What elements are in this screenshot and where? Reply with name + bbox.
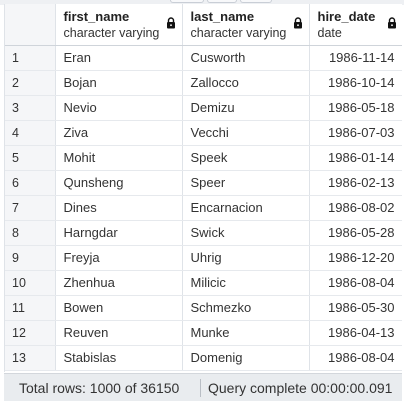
row-number-cell[interactable]: 3 [5,95,56,121]
row-number-cell[interactable]: 12 [5,320,56,346]
column-name: first_name [63,9,130,24]
column-type: character varying [63,26,160,40]
hire-date-cell[interactable]: 1986-12-20 [309,245,402,271]
table-row[interactable]: 9 Freyja Uhrig 1986-12-20 [5,245,402,271]
row-number-cell[interactable]: 9 [5,245,56,271]
toolbar-button-edge[interactable] [240,0,272,3]
first-name-cell[interactable]: Bojan [55,70,183,96]
table-row[interactable]: 6 Qunsheng Speer 1986-02-13 [5,170,402,196]
row-number-cell[interactable]: 5 [5,145,56,171]
hire-date-cell[interactable]: 1986-04-13 [309,320,402,346]
toolbar-button-edge[interactable] [170,0,204,3]
last-name-cell[interactable]: Cusworth [182,45,310,71]
first-name-cell[interactable]: Ziva [55,120,183,146]
last-name-cell[interactable]: Speer [182,170,310,196]
hire-date-cell[interactable]: 1986-05-30 [309,295,402,321]
last-name-cell[interactable]: Domenig [182,345,310,371]
last-name-cell[interactable]: Milicic [182,270,310,296]
table-row[interactable]: 4 Ziva Vecchi 1986-07-03 [5,120,402,146]
table-row[interactable]: 10 Zhenhua Milicic 1986-08-04 [5,270,402,296]
first-name-cell[interactable]: Eran [55,45,183,71]
row-number-cell[interactable]: 4 [5,120,56,146]
hire-date-cell[interactable]: 1986-02-13 [309,170,402,196]
row-number-cell[interactable]: 6 [5,170,56,196]
column-type: date [317,26,342,40]
column-name: hire_date [317,9,376,24]
lock-icon [166,17,175,29]
query-status: Query complete 00:00:00.091 [208,379,393,396]
row-number-header[interactable] [5,4,56,46]
last-name-cell[interactable]: Schmezko [182,295,310,321]
first-name-cell[interactable]: Bowen [55,295,183,321]
table-row[interactable]: 12 Reuven Munke 1986-04-13 [5,320,402,346]
column-name: last_name [190,9,255,24]
row-number-cell[interactable]: 8 [5,220,56,246]
status-bar: Total rows: 1000 of 36150 Query complete… [4,373,402,401]
table-row[interactable]: 5 Mohit Speek 1986-01-14 [5,145,402,171]
status-divider [200,378,201,397]
hire-date-cell[interactable]: 1986-05-18 [309,95,402,121]
hire-date-cell[interactable]: 1986-10-14 [309,70,402,96]
row-number-cell[interactable]: 7 [5,195,56,221]
first-name-cell[interactable]: Qunsheng [55,170,183,196]
first-name-cell[interactable]: Reuven [55,320,183,346]
first-name-cell[interactable]: Harngdar [55,220,183,246]
row-number-cell[interactable]: 1 [5,45,56,71]
table-row[interactable]: 7 Dines Encarnacion 1986-08-02 [5,195,402,221]
hire-date-cell[interactable]: 1986-08-04 [309,345,402,371]
last-name-cell[interactable]: Munke [182,320,310,346]
lock-icon [293,17,302,29]
toolbar-button-edge[interactable] [207,0,237,3]
hire-date-cell[interactable]: 1986-08-02 [309,195,402,221]
table-row[interactable]: 11 Bowen Schmezko 1986-05-30 [5,295,402,321]
first-name-cell[interactable]: Dines [55,195,183,221]
first-name-cell[interactable]: Mohit [55,145,183,171]
hire-date-cell[interactable]: 1986-07-03 [309,120,402,146]
last-name-cell[interactable]: Zallocco [182,70,310,96]
last-name-cell[interactable]: Demizu [182,95,310,121]
data-output-grid: first_name character varying last_name c… [4,4,402,372]
row-number-cell[interactable]: 11 [5,295,56,321]
row-number-cell[interactable]: 13 [5,345,56,371]
column-header-first-name[interactable]: first_name character varying [55,4,183,46]
table-row[interactable]: 3 Nevio Demizu 1986-05-18 [5,95,402,121]
column-type: character varying [190,26,287,40]
column-header-last-name[interactable]: last_name character varying [182,4,310,46]
last-name-cell[interactable]: Swick [182,220,310,246]
hire-date-cell[interactable]: 1986-11-14 [309,45,402,71]
last-name-cell[interactable]: Uhrig [182,245,310,271]
hire-date-cell[interactable]: 1986-05-28 [309,220,402,246]
results-table: first_name character varying last_name c… [5,4,402,371]
total-rows-status: Total rows: 1000 of 36150 [19,379,180,396]
last-name-cell[interactable]: Encarnacion [182,195,310,221]
last-name-cell[interactable]: Vecchi [182,120,310,146]
column-header-hire-date[interactable]: hire_date date [309,4,402,46]
results-body: 1 Eran Cusworth 1986-11-14 2 Bojan Zallocco 198… [5,45,402,371]
lock-icon [387,17,396,29]
hire-date-cell[interactable]: 1986-08-04 [309,270,402,296]
first-name-cell[interactable]: Freyja [55,245,183,271]
header-row: first_name character varying last_name c… [5,4,402,46]
first-name-cell[interactable]: Zhenhua [55,270,183,296]
last-name-cell[interactable]: Speek [182,145,310,171]
table-row[interactable]: 1 Eran Cusworth 1986-11-14 [5,45,402,71]
table-row[interactable]: 2 Bojan Zallocco 1986-10-14 [5,70,402,96]
table-row[interactable]: 13 Stabislas Domenig 1986-08-04 [5,345,402,371]
hire-date-cell[interactable]: 1986-01-14 [309,145,402,171]
toolbar-edge [0,0,404,5]
row-number-cell[interactable]: 10 [5,270,56,296]
row-number-cell[interactable]: 2 [5,70,56,96]
first-name-cell[interactable]: Nevio [55,95,183,121]
table-row[interactable]: 8 Harngdar Swick 1986-05-28 [5,220,402,246]
first-name-cell[interactable]: Stabislas [55,345,183,371]
